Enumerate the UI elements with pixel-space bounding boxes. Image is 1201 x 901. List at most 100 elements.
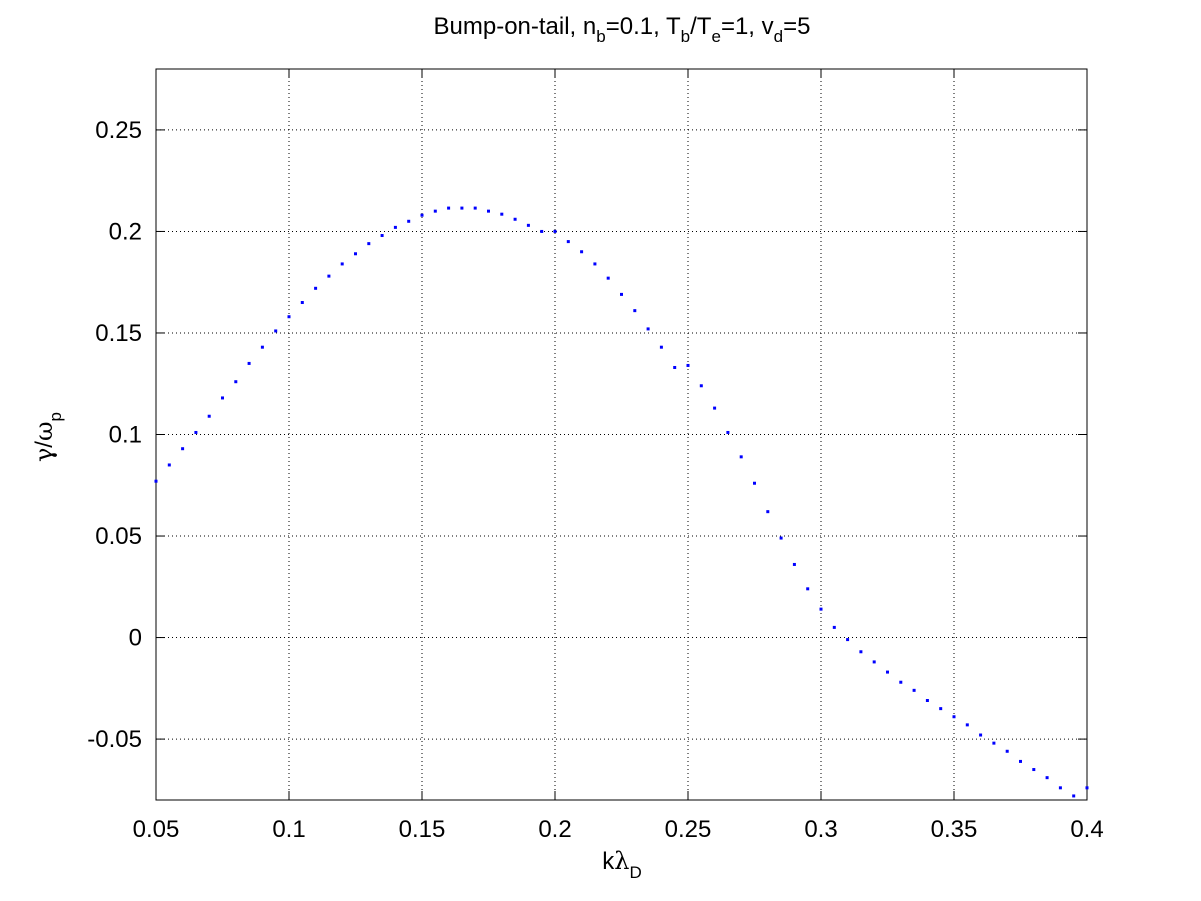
data-point xyxy=(447,206,451,210)
y-axis-label: γ/ωp xyxy=(30,412,65,462)
title-tb-subscript: b xyxy=(681,27,690,46)
data-point xyxy=(487,209,490,213)
data-point xyxy=(540,229,544,233)
data-point xyxy=(753,481,756,485)
data-point xyxy=(633,309,637,313)
data-point xyxy=(340,262,344,266)
data-point xyxy=(247,361,251,365)
data-point xyxy=(513,217,517,221)
y-tick-labels: -0.05 0 0.05 0.1 0.15 0.2 0.25 xyxy=(87,117,142,753)
data-point xyxy=(221,396,224,400)
data-point xyxy=(207,414,211,418)
data-point xyxy=(526,223,530,227)
title-prefix: Bump-on-tail, n xyxy=(434,13,597,40)
data-point xyxy=(620,292,623,296)
y-axis-label-subscript: p xyxy=(46,412,65,421)
data-point xyxy=(646,327,650,331)
data-point xyxy=(300,301,304,305)
x-axis-label: kλD xyxy=(602,847,642,882)
title-vd-value: =5 xyxy=(783,13,810,40)
data-point xyxy=(407,219,411,223)
y-tick-label: 0.25 xyxy=(95,117,142,144)
data-point xyxy=(1019,759,1022,763)
title-nb-subscript: b xyxy=(596,27,605,46)
y-tick-label: 0 xyxy=(129,625,142,652)
gamma-symbol: γ xyxy=(30,448,58,462)
data-point xyxy=(739,455,743,459)
x-tick-label: 0.1 xyxy=(272,816,305,843)
data-points xyxy=(154,206,1089,798)
data-point xyxy=(500,212,504,216)
data-point xyxy=(925,699,929,702)
data-point xyxy=(314,286,318,290)
data-point xyxy=(354,252,357,256)
data-point xyxy=(779,536,783,540)
data-point xyxy=(965,723,969,727)
data-point xyxy=(580,250,584,254)
data-point xyxy=(1058,786,1062,790)
data-point xyxy=(859,650,863,654)
data-point xyxy=(673,365,677,369)
data-point xyxy=(912,688,916,692)
title-nb-value: =0.1, T xyxy=(606,13,681,40)
x-axis-label-base: k xyxy=(602,848,615,875)
x-tick-label: 0.35 xyxy=(931,816,978,843)
data-point xyxy=(939,707,943,711)
data-point xyxy=(1005,749,1009,753)
chart-title: Bump-on-tail, nb=0.1, Tb/Te=1, vd=5 xyxy=(434,13,811,46)
y-tick-label: 0.15 xyxy=(95,320,142,347)
x-tick-label: 0.25 xyxy=(665,816,712,843)
title-vd-subscript: d xyxy=(774,27,783,46)
data-point xyxy=(659,345,663,349)
y-tick-label: 0.1 xyxy=(109,422,142,449)
title-te-value: =1, v xyxy=(721,13,774,40)
data-point xyxy=(194,430,198,434)
data-point xyxy=(686,363,690,367)
data-point xyxy=(234,380,238,384)
data-point xyxy=(1045,776,1049,780)
data-point xyxy=(1072,794,1076,798)
data-point xyxy=(593,262,597,266)
x-tick-label: 0.05 xyxy=(133,816,180,843)
data-point xyxy=(832,625,836,629)
omega-symbol: ω xyxy=(30,421,58,441)
data-point xyxy=(1085,786,1089,790)
data-point xyxy=(260,345,264,349)
x-tick-label: 0.2 xyxy=(538,816,571,843)
y-axis-label-slash: / xyxy=(31,441,58,448)
y-tick-label: -0.05 xyxy=(87,726,142,753)
x-tick-label: 0.4 xyxy=(1070,816,1103,843)
lambda-symbol: λ xyxy=(614,847,629,875)
data-point xyxy=(792,562,796,566)
data-point xyxy=(327,274,331,278)
data-point xyxy=(699,384,703,388)
data-point xyxy=(992,741,996,745)
data-point xyxy=(899,680,903,684)
data-point xyxy=(952,715,956,719)
y-tick-label: 0.2 xyxy=(109,218,142,245)
data-point xyxy=(181,447,185,451)
data-point xyxy=(274,329,278,333)
data-point xyxy=(380,234,384,238)
title-slash-t: /T xyxy=(690,13,712,40)
data-point xyxy=(460,206,464,210)
data-point xyxy=(566,240,570,244)
data-point xyxy=(287,315,291,319)
data-point xyxy=(886,670,889,674)
data-point xyxy=(154,479,158,483)
plot-frame xyxy=(155,68,1088,801)
data-point xyxy=(367,242,371,246)
data-point xyxy=(726,430,730,434)
x-tick-label: 0.15 xyxy=(399,816,446,843)
data-point xyxy=(553,229,557,233)
data-point xyxy=(713,406,717,410)
data-point xyxy=(1032,768,1036,772)
data-point xyxy=(819,607,823,611)
data-point xyxy=(872,660,876,664)
x-tick-labels: 0.05 0.1 0.15 0.2 0.25 0.3 0.35 0.4 xyxy=(133,816,1104,843)
data-point xyxy=(433,209,437,213)
data-point xyxy=(806,587,810,591)
data-point xyxy=(979,733,983,737)
